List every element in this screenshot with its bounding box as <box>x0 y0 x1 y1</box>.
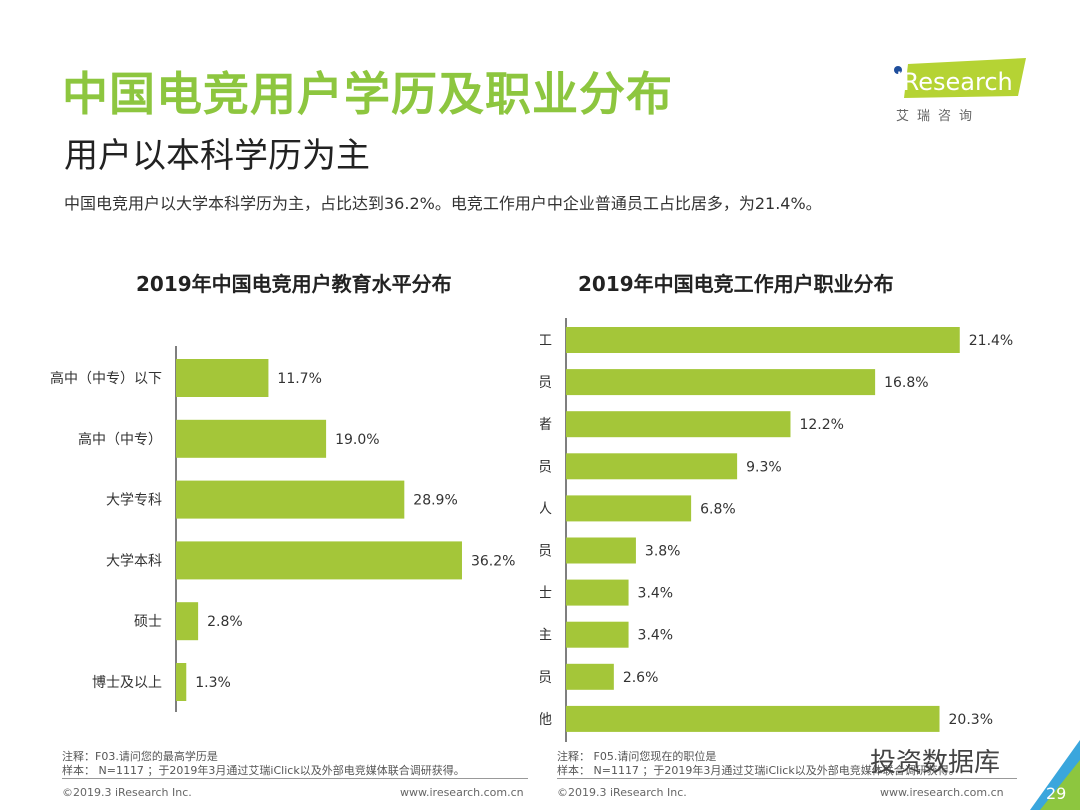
data-label: 2.8% <box>207 614 243 630</box>
note-left-question: 注释：F03.请问您的最高学历是 <box>62 750 218 763</box>
data-label: 3.4% <box>638 586 674 602</box>
url-right: www.iresearch.com.cn <box>880 786 1004 799</box>
copyright-left: ©2019.3 iResearch Inc. <box>62 786 192 799</box>
svg-text:艾瑞咨询: 艾瑞咨询 <box>896 109 980 124</box>
category-label: 硕士 <box>134 614 162 630</box>
logo-graphic: iResearch 艾瑞咨询 <box>894 58 1026 124</box>
note-right-question: 注释： F05.请问您现在的职位是 <box>557 750 717 763</box>
bar-6 <box>566 579 629 606</box>
bar-5 <box>176 663 187 701</box>
category-label: 自由职业者 <box>540 417 552 433</box>
bar-0 <box>566 327 960 353</box>
page-corner-decoration <box>1030 740 1080 810</box>
bar-4 <box>566 495 692 522</box>
bar-0 <box>176 359 269 397</box>
category-label: 博士及以上 <box>92 674 162 691</box>
page-subtitle: 用户以本科学历为主 <box>64 136 370 176</box>
bar-1 <box>566 369 876 396</box>
data-label: 9.3% <box>746 459 782 475</box>
category-label: 专业人士 <box>540 586 552 602</box>
data-label: 36.2% <box>471 553 515 569</box>
category-label: 专业技术人员 <box>540 375 552 391</box>
bar-3 <box>566 453 738 480</box>
category-label: 大学本科 <box>106 553 162 569</box>
bar-7 <box>566 621 629 648</box>
data-label: 11.7% <box>277 371 321 387</box>
category-label: 高中（中专）以下 <box>50 370 162 387</box>
iresearch-logo: iResearch 艾瑞咨询 <box>890 58 1030 128</box>
data-label: 16.8% <box>884 375 928 391</box>
url-left: www.iresearch.com.cn <box>400 786 524 799</box>
note-right: 注释： F05.请问您现在的职位是 样本： N=1117 ；于2019年3月通过… <box>557 750 960 778</box>
summary-text: 中国电竞用户以大学本科学历为主，占比达到36.2%。电竞工作用户中企业普通员工占… <box>64 194 822 213</box>
data-label: 3.4% <box>638 628 674 644</box>
bar-3 <box>176 541 462 580</box>
category-label: 企业中层管理人员 <box>540 543 552 560</box>
data-label: 2.6% <box>623 670 659 686</box>
data-label: 3.8% <box>645 544 681 560</box>
category-label: 工人 <box>540 501 552 517</box>
footer-divider-left <box>62 778 528 779</box>
chart-title-occupation: 2019年中国电竞工作用户职业分布 <box>578 272 894 296</box>
note-left: 注释：F03.请问您的最高学历是 样本： N=1117 ；于2019年3月通过艾… <box>62 750 465 778</box>
bar-5 <box>566 537 636 564</box>
bar-9 <box>566 705 940 732</box>
svg-text:iResearch: iResearch <box>896 68 1013 96</box>
category-label: 私营业主 <box>540 628 552 644</box>
note-right-sample: 样本： N=1117 ；于2019年3月通过艾瑞iClick以及外部电竞媒体联合… <box>557 764 960 777</box>
data-label: 6.8% <box>700 501 736 517</box>
category-label: 其他 <box>540 712 552 728</box>
note-left-sample: 样本： N=1117 ；于2019年3月通过艾瑞iClick以及外部电竞媒体联合… <box>62 764 465 777</box>
data-label: 28.9% <box>413 493 457 509</box>
category-label: 公务员 <box>540 670 552 686</box>
education-chart: 高中（中专）以下 11.7% 高中（中专） 19.0% 大学专科 28.9% 大学本科 36.… <box>50 346 515 712</box>
data-label: 21.4% <box>969 333 1013 349</box>
page-number: 29 <box>1046 784 1067 803</box>
chart-title-education: 2019年中国电竞用户教育水平分布 <box>136 272 452 296</box>
data-label: 12.2% <box>799 417 843 433</box>
bar-2 <box>566 411 791 438</box>
data-label: 20.3% <box>949 712 993 728</box>
occupation-chart: 企业普通员工 21.4% 专业技术人员 16.8% 自由职业者 12.2% 企业一般管理人员… <box>540 318 1013 742</box>
bar-4 <box>176 602 199 641</box>
category-label: 企业一般管理人员 <box>540 458 552 475</box>
category-label: 高中（中专） <box>78 431 162 448</box>
bar-8 <box>566 663 614 690</box>
category-label: 大学专科 <box>106 493 162 509</box>
footer-divider-right <box>557 778 1017 779</box>
page-title: 中国电竞用户学历及职业分布 <box>62 67 673 121</box>
data-label: 1.3% <box>195 675 231 691</box>
data-label: 19.0% <box>335 432 379 448</box>
bar-2 <box>176 480 405 519</box>
copyright-right: ©2019.3 iResearch Inc. <box>557 786 687 799</box>
bar-1 <box>176 419 327 458</box>
category-label: 企业普通员工 <box>540 332 552 349</box>
watermark: 投资数据库 <box>870 748 1001 778</box>
